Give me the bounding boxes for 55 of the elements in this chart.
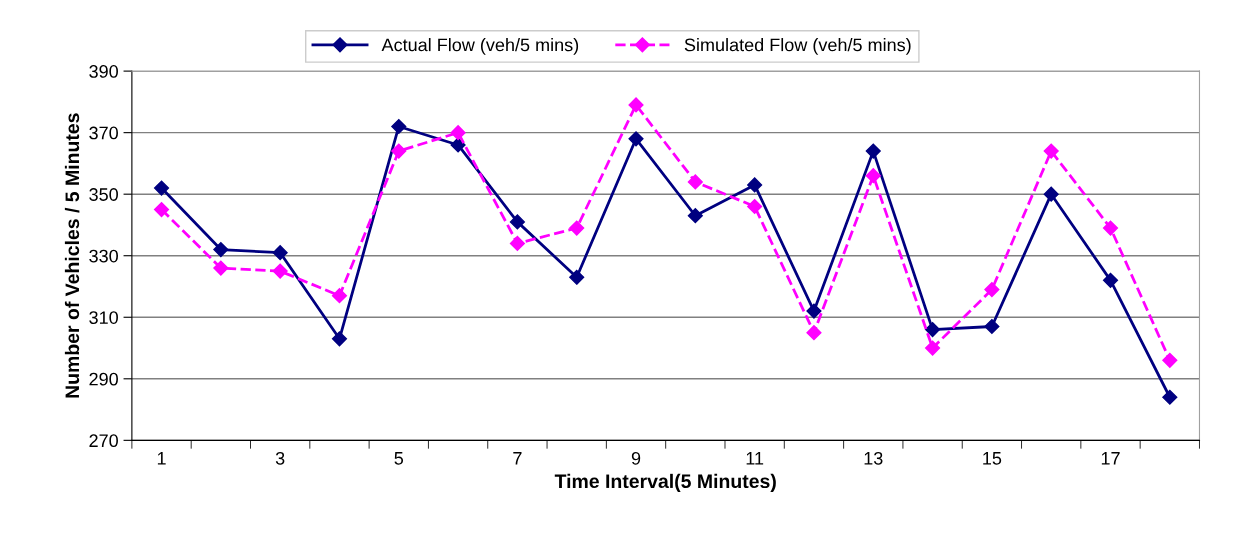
point [1043, 186, 1059, 202]
legend-label: Actual Flow (veh/5 mins) [381, 38, 579, 55]
point [331, 288, 348, 304]
y-tick-label: 330 [89, 249, 118, 263]
point [1102, 272, 1119, 288]
y-tick-label: 390 [89, 65, 118, 78]
x-tick-label: 17 [1101, 452, 1120, 465]
point [984, 318, 1000, 335]
x-tick-label: 11 [746, 452, 764, 465]
point [1102, 220, 1119, 236]
point [628, 131, 644, 147]
x-tick-label: 15 [983, 452, 1002, 465]
point [509, 214, 525, 230]
x-tick-label: 9 [631, 451, 641, 465]
point [213, 241, 229, 258]
point [391, 118, 407, 135]
point [509, 235, 525, 251]
x-tick-label: 1 [157, 452, 166, 465]
point [1043, 143, 1059, 159]
point [569, 220, 585, 236]
y-tick-label: 370 [89, 126, 118, 140]
legend-label: Simulated Flow (veh/5 mins) [684, 38, 911, 55]
x-tick-label: 7 [513, 452, 522, 465]
point [391, 143, 407, 159]
point [272, 263, 288, 279]
point [687, 208, 703, 224]
x-tick-label: 13 [864, 451, 883, 465]
x-axis-title: Time Interval(5 Minutes) [554, 473, 776, 492]
point [984, 281, 1000, 298]
y-tick-label: 270 [89, 434, 118, 448]
point [628, 97, 644, 113]
y-tick-label: 310 [89, 311, 118, 324]
point [1162, 389, 1178, 405]
point [865, 168, 881, 184]
x-tick-label: 3 [275, 451, 285, 465]
point [925, 340, 941, 356]
x-tick-label: 5 [394, 452, 404, 465]
y-tick-label: 350 [89, 188, 118, 201]
point [1162, 352, 1178, 368]
point [272, 245, 288, 261]
point [687, 174, 703, 190]
point [747, 177, 763, 193]
point [450, 125, 466, 141]
point [213, 260, 229, 276]
point [569, 269, 585, 285]
y-tick-label: 290 [89, 372, 118, 386]
point [331, 331, 348, 347]
point [806, 303, 822, 319]
y-axis-title: Number of Vehicles / 5 Minutes [64, 113, 80, 398]
point [747, 198, 763, 215]
point [925, 321, 941, 338]
point [153, 180, 170, 196]
point [806, 325, 822, 341]
point [865, 143, 881, 159]
point [153, 201, 170, 218]
